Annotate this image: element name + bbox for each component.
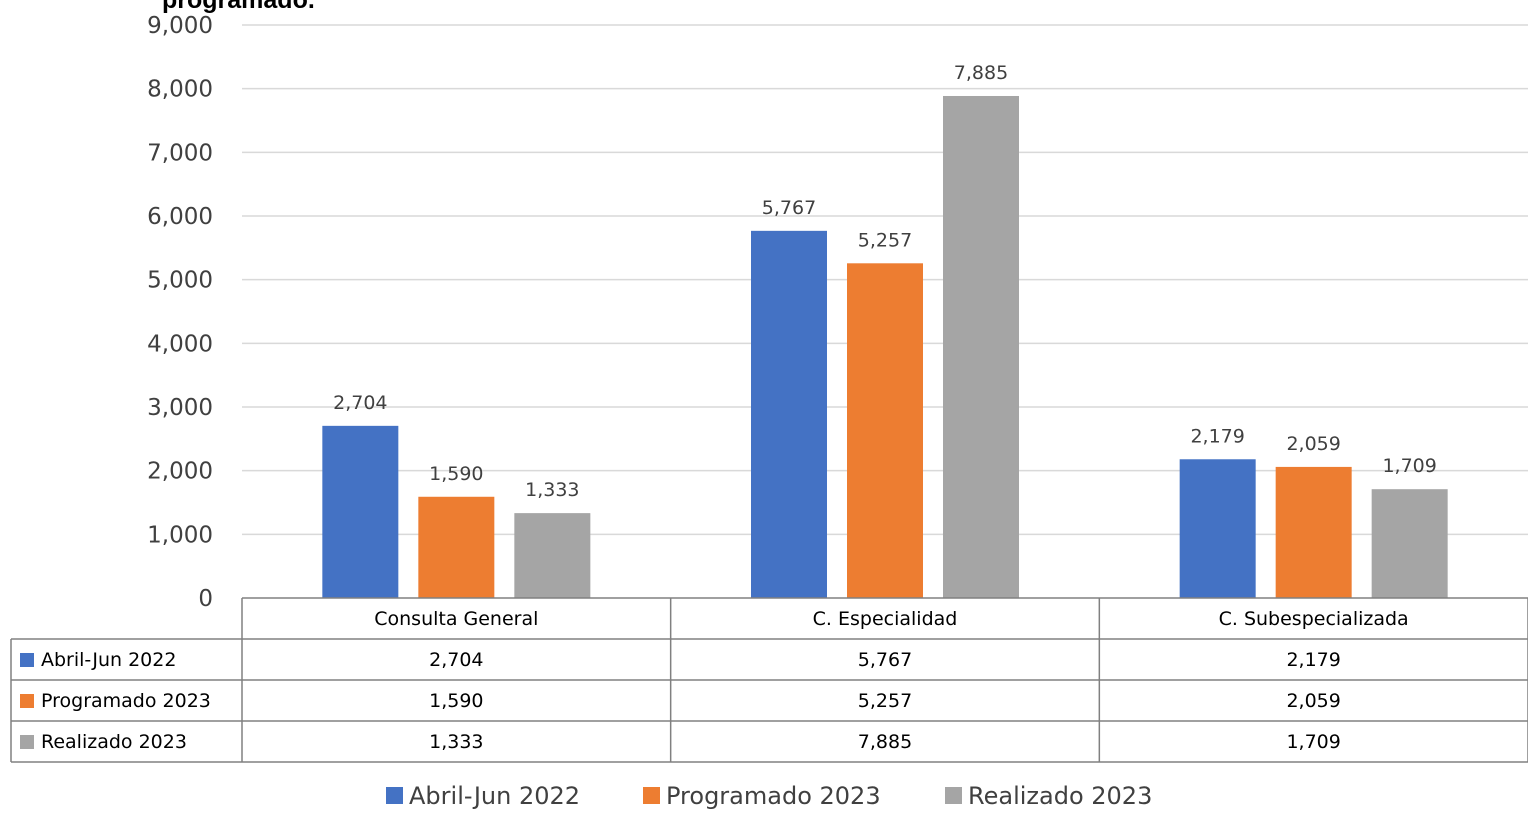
table-cell: 1,333 (429, 731, 483, 753)
table-series-name: Abril-Jun 2022 (41, 649, 176, 671)
bar (943, 95, 1019, 598)
data-label: 5,767 (762, 197, 816, 219)
y-tick-label: 7,000 (147, 140, 213, 166)
table-series-name: Realizado 2023 (41, 731, 187, 753)
table-cell: 2,059 (1286, 690, 1340, 712)
data-label: 2,059 (1286, 433, 1340, 455)
data-label: 2,704 (333, 392, 387, 414)
bar (322, 425, 399, 598)
table-legend-key (20, 694, 34, 708)
legend-key (945, 787, 962, 804)
category-label: Consulta General (374, 608, 538, 630)
category-label: C. Especialidad (813, 608, 958, 630)
table-legend-key (20, 735, 34, 749)
data-table: Consulta General C. Especialidad C. Subesp… (10, 597, 1528, 763)
data-label: 5,257 (858, 229, 912, 251)
y-tick-label: 2,000 (147, 459, 213, 485)
table-legend-key (20, 653, 34, 667)
data-label: 1,333 (525, 479, 579, 501)
chart-title: programado. (162, 0, 315, 14)
category-label: C. Subespecializada (1219, 608, 1409, 630)
bar (1371, 489, 1448, 598)
bar (1179, 459, 1256, 598)
table-series-name: Programado 2023 (41, 690, 211, 712)
legend-label: Realizado 2023 (968, 782, 1152, 810)
y-axis-ticks: 0 1,000 2,000 3,000 4,000 5,000 6,000 7,000 8,00… (147, 13, 213, 612)
bar (1275, 466, 1352, 598)
legend-key (386, 787, 403, 804)
y-tick-label: 5,000 (147, 268, 213, 294)
y-tick-label: 1,000 (147, 522, 213, 548)
legend: Abril-Jun 2022 Programado 2023 Realizado 2… (386, 782, 1152, 810)
data-label: 1,709 (1382, 455, 1436, 477)
table-cell: 2,704 (429, 649, 483, 671)
table-cell: 2,179 (1286, 649, 1340, 671)
bar (514, 513, 591, 598)
y-tick-label: 4,000 (147, 331, 213, 357)
data-label: 2,179 (1190, 425, 1244, 447)
bars (322, 95, 1448, 598)
legend-key (643, 787, 660, 804)
y-tick-label: 9,000 (147, 13, 213, 39)
bar (847, 263, 923, 598)
y-tick-label: 3,000 (147, 395, 213, 421)
y-tick-label: 0 (198, 586, 213, 612)
data-label: 7,885 (954, 62, 1008, 84)
bar (418, 496, 495, 598)
y-tick-label: 6,000 (147, 204, 213, 230)
bar (751, 230, 827, 598)
table-cell: 1,709 (1286, 731, 1340, 753)
table-cell: 1,590 (429, 690, 483, 712)
table-cell: 5,767 (858, 649, 912, 671)
table-cell: 5,257 (858, 690, 912, 712)
y-tick-label: 8,000 (147, 77, 213, 103)
legend-label: Abril-Jun 2022 (409, 782, 580, 810)
data-labels: 2,704 1,590 1,333 5,767 5,257 7,885 2,179 2,059… (333, 62, 1437, 501)
table-cell: 7,885 (858, 731, 912, 753)
legend-label: Programado 2023 (666, 782, 881, 810)
data-label: 1,590 (429, 463, 483, 485)
